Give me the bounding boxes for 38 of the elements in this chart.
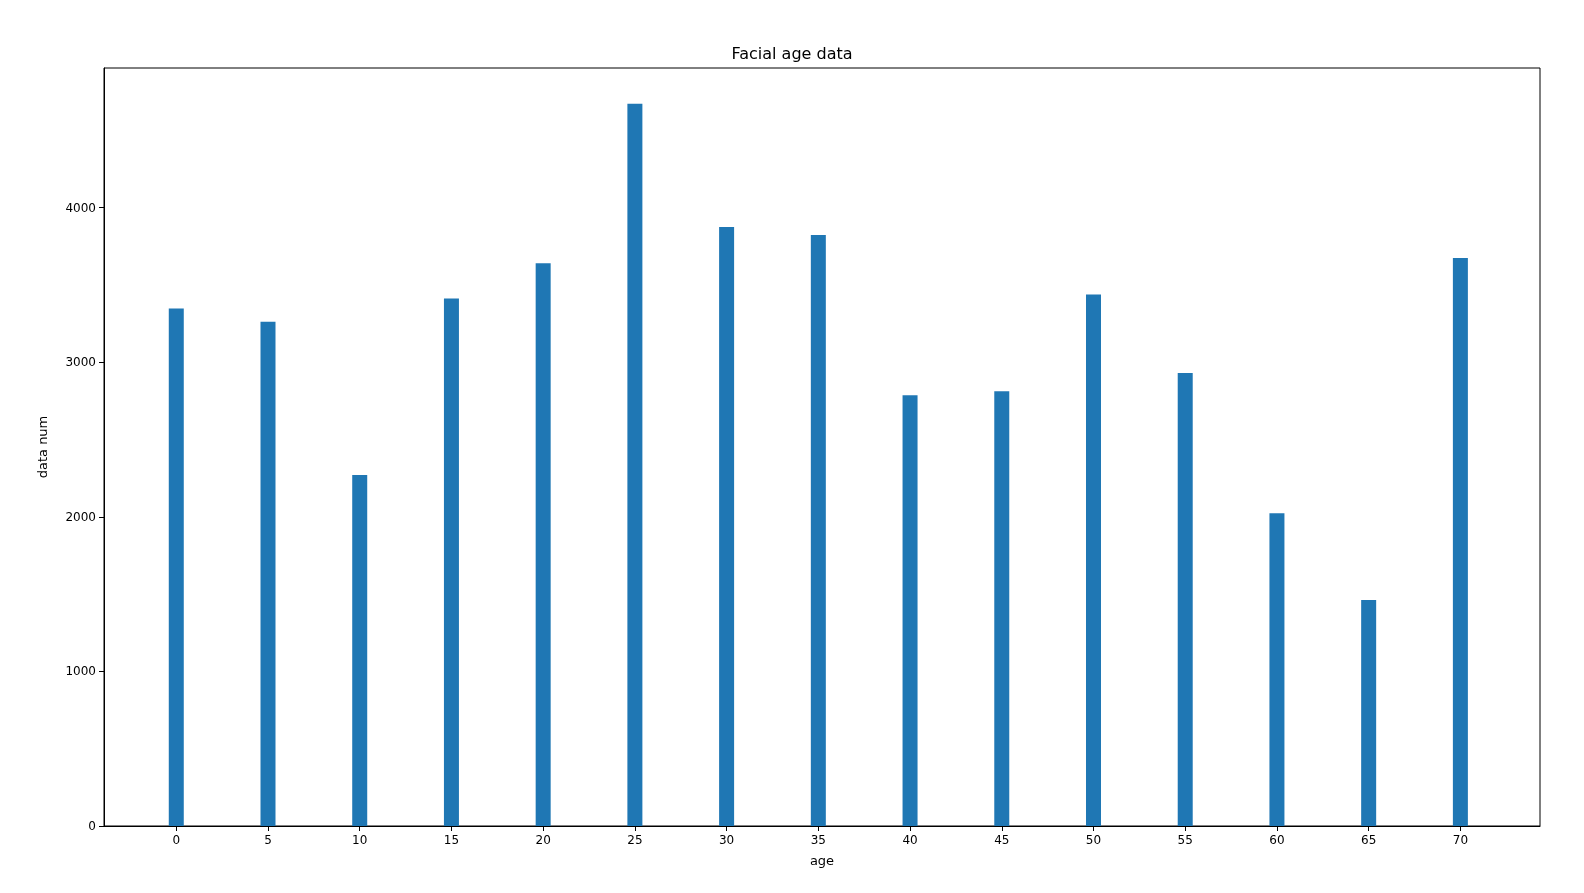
x-tick-label: 25: [627, 833, 643, 847]
x-tick-label: 30: [718, 833, 735, 847]
x-tick-label: 10: [352, 833, 368, 847]
x-tick-label: 40: [902, 833, 918, 847]
bar: [627, 103, 643, 826]
bar: [994, 391, 1010, 826]
x-tick-label: 45: [994, 833, 1010, 847]
x-tick-label: 55: [1177, 833, 1193, 847]
bar: [352, 474, 368, 826]
bar: [260, 321, 276, 826]
x-tick-label: 20: [535, 833, 551, 847]
bar: [1086, 294, 1101, 826]
x-axis-title: age: [809, 853, 835, 868]
x-tick-label: 50: [1085, 833, 1102, 847]
bar: [535, 263, 551, 826]
x-tick-label: 0: [172, 833, 181, 847]
y-axis-title: data num: [35, 415, 50, 479]
bar: [1177, 373, 1193, 826]
y-tick-label: 2000: [65, 509, 96, 524]
y-tick-label: 1000: [65, 664, 96, 679]
bar: [719, 226, 735, 826]
x-tick-label: 5: [264, 833, 272, 847]
x-tick-label: 15: [443, 833, 460, 847]
y-tick-label: 4000: [65, 200, 96, 215]
bar: [1452, 258, 1468, 826]
bar: [1361, 600, 1377, 826]
x-tick-label: 70: [1452, 833, 1469, 847]
chart-title: Facial age data: [731, 43, 853, 63]
y-tick-label: 0: [88, 819, 96, 833]
bar: [168, 308, 184, 826]
bar: [810, 234, 826, 826]
bar: [1269, 513, 1285, 826]
x-tick-label: 35: [810, 833, 826, 847]
bar: [902, 395, 918, 826]
x-tick-label: 60: [1269, 833, 1285, 847]
bar: [443, 298, 459, 826]
y-tick-label: 3000: [65, 355, 96, 370]
x-tick-label: 65: [1361, 833, 1377, 847]
